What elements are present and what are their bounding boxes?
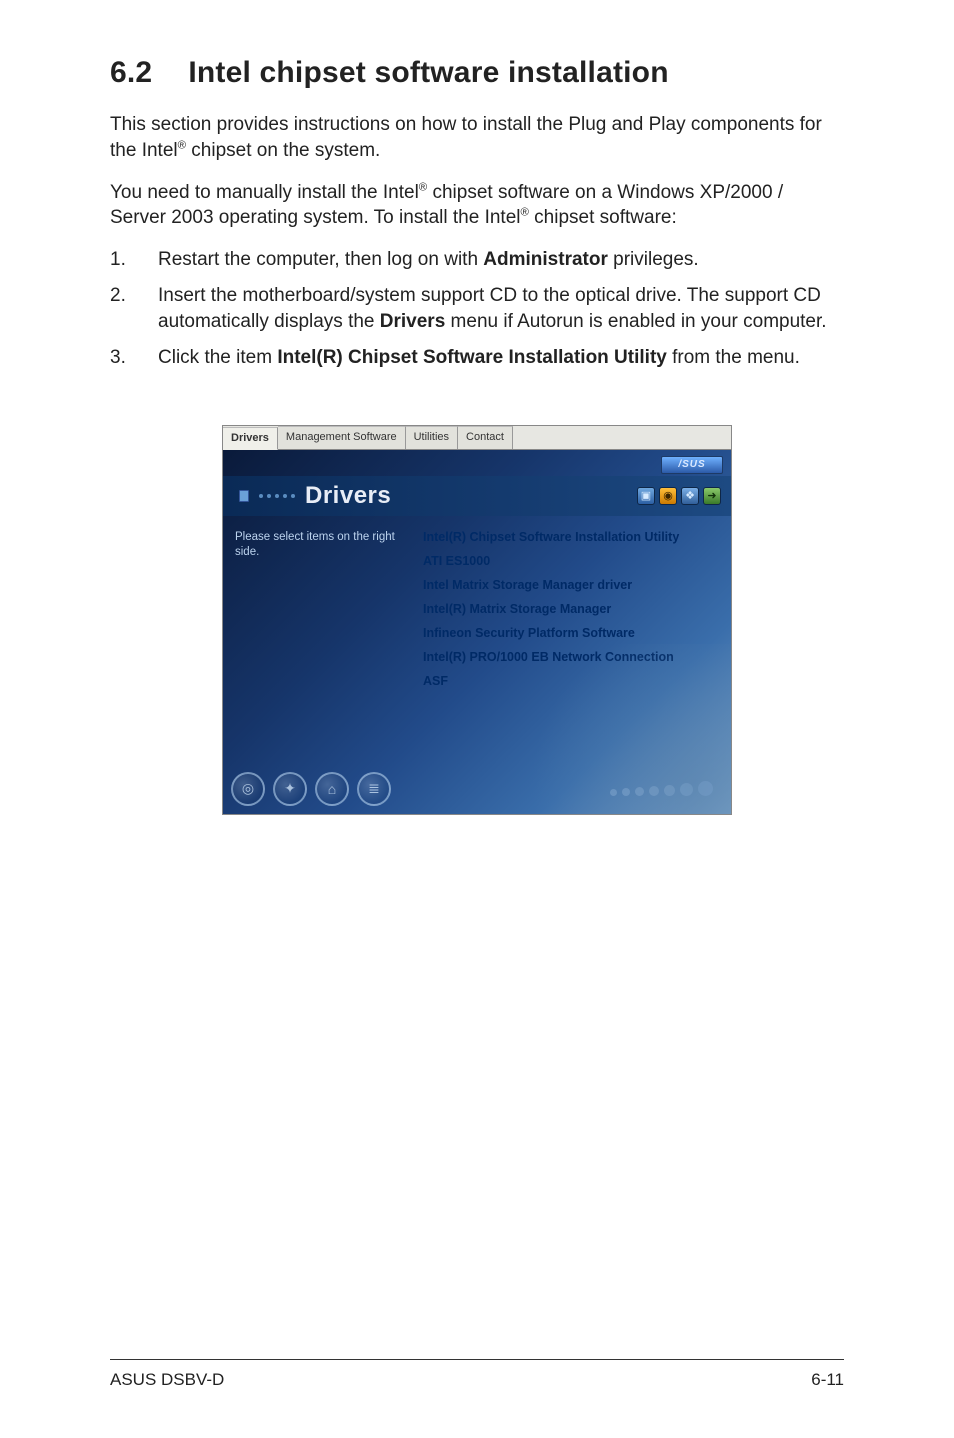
tab-contact[interactable]: Contact <box>458 426 513 449</box>
screenshot-figure: Drivers Management Software Utilities Co… <box>110 425 844 815</box>
step-list: 1. Restart the computer, then log on wit… <box>110 247 844 370</box>
bold-text: Drivers <box>380 311 446 332</box>
driver-link-chipset-utility[interactable]: Intel(R) Chipset Software Installation U… <box>423 530 721 544</box>
tab-management-software[interactable]: Management Software <box>278 426 406 449</box>
step-text: Restart the computer, then log on with A… <box>158 247 699 273</box>
step-number: 2. <box>110 283 158 335</box>
driver-link-asf[interactable]: ASF <box>423 674 721 688</box>
section-heading: 6.2 Intel chipset software installation <box>110 56 844 90</box>
footer-left: ASUS DSBV-D <box>110 1370 224 1390</box>
registered-mark: ® <box>521 207 529 219</box>
step-text: Click the item Intel(R) Chipset Software… <box>158 345 800 371</box>
section-number: 6.2 <box>110 56 152 90</box>
floppy-icon[interactable]: ▣ <box>637 487 655 505</box>
hint-text: Please select items on the right side. <box>223 516 411 814</box>
text-run: privileges. <box>608 249 699 270</box>
coin-icon: ◎ <box>231 772 265 806</box>
text-run: from the menu. <box>667 347 800 368</box>
driver-link-infineon-security[interactable]: Infineon Security Platform Software <box>423 626 721 640</box>
text-run: You need to manually install the Intel <box>110 182 419 203</box>
exit-icon[interactable]: ➜ <box>703 487 721 505</box>
step-number: 1. <box>110 247 158 273</box>
doc-icon[interactable]: ❖ <box>681 487 699 505</box>
registered-mark: ® <box>178 140 186 152</box>
drivers-panel: /SUS Drivers ▣ ◉ ❖ <box>223 450 731 814</box>
step-item: 2. Insert the motherboard/system support… <box>110 283 844 335</box>
page-content: 6.2 Intel chipset software installation T… <box>0 0 954 815</box>
driver-link-matrix-storage-driver[interactable]: Intel Matrix Storage Manager driver <box>423 578 721 592</box>
cd-icon[interactable]: ◉ <box>659 487 677 505</box>
intro-paragraph-1: This section provides instructions on ho… <box>110 112 844 164</box>
coin-icon: ⌂ <box>315 772 349 806</box>
drivers-body: Please select items on the right side. I… <box>223 516 731 814</box>
drivers-heading: Drivers <box>305 482 391 510</box>
driver-link-matrix-storage-manager[interactable]: Intel(R) Matrix Storage Manager <box>423 602 721 616</box>
text-run: chipset software: <box>529 207 677 228</box>
coin-icon: ✦ <box>273 772 307 806</box>
text-run: chipset on the system. <box>186 140 380 161</box>
text-run: Click the item <box>158 347 277 368</box>
bold-text: Administrator <box>483 249 608 270</box>
step-number: 3. <box>110 345 158 371</box>
driver-link-pro1000-network[interactable]: Intel(R) PRO/1000 EB Network Connection <box>423 650 721 664</box>
text-run: menu if Autorun is enabled in your compu… <box>445 311 826 332</box>
tab-drivers[interactable]: Drivers <box>223 427 278 450</box>
registered-mark: ® <box>419 181 427 193</box>
tab-utilities[interactable]: Utilities <box>406 426 458 449</box>
asus-logo: /SUS <box>661 456 723 474</box>
tab-bar: Drivers Management Software Utilities Co… <box>223 426 731 450</box>
footer-right: 6-11 <box>811 1370 844 1390</box>
band-left-deco: Drivers <box>239 482 391 510</box>
step-text: Insert the motherboard/system support CD… <box>158 283 844 335</box>
dots-icon <box>259 494 295 498</box>
bold-text: Intel(R) Chipset Software Installation U… <box>277 347 667 368</box>
driver-link-ati-es1000[interactable]: ATI ES1000 <box>423 554 721 568</box>
coin-icon: ≣ <box>357 772 391 806</box>
drivers-link-list: Intel(R) Chipset Software Installation U… <box>411 516 731 814</box>
text-run: Restart the computer, then log on with <box>158 249 483 270</box>
section-title: Intel chipset software installation <box>188 56 668 89</box>
speaker-icon <box>239 490 249 502</box>
bubbles-deco <box>610 781 713 796</box>
page-footer: ASUS DSBV-D 6-11 <box>110 1359 844 1390</box>
drivers-band: Drivers ▣ ◉ ❖ ➜ <box>223 476 731 516</box>
step-item: 3. Click the item Intel(R) Chipset Softw… <box>110 345 844 371</box>
step-item: 1. Restart the computer, then log on wit… <box>110 247 844 273</box>
installer-window: Drivers Management Software Utilities Co… <box>222 425 732 815</box>
bottom-coin-row: ◎ ✦ ⌂ ≣ <box>231 772 391 806</box>
band-right-buttons: ▣ ◉ ❖ ➜ <box>637 487 721 505</box>
intro-paragraph-2: You need to manually install the Intel® … <box>110 180 844 232</box>
